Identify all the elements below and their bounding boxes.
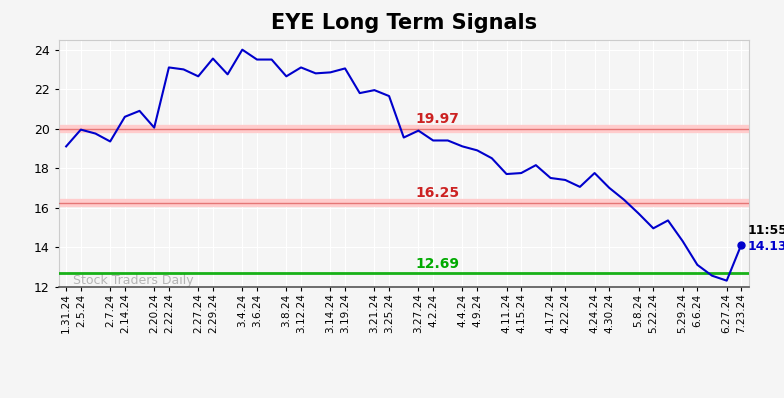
Text: 19.97: 19.97 [416,112,459,126]
Title: EYE Long Term Signals: EYE Long Term Signals [270,13,537,33]
Text: Stock Traders Daily: Stock Traders Daily [74,274,194,287]
Text: 14.13: 14.13 [747,240,784,253]
Text: 16.25: 16.25 [416,186,459,200]
Text: 12.69: 12.69 [416,257,459,271]
Text: 11:55: 11:55 [747,224,784,237]
